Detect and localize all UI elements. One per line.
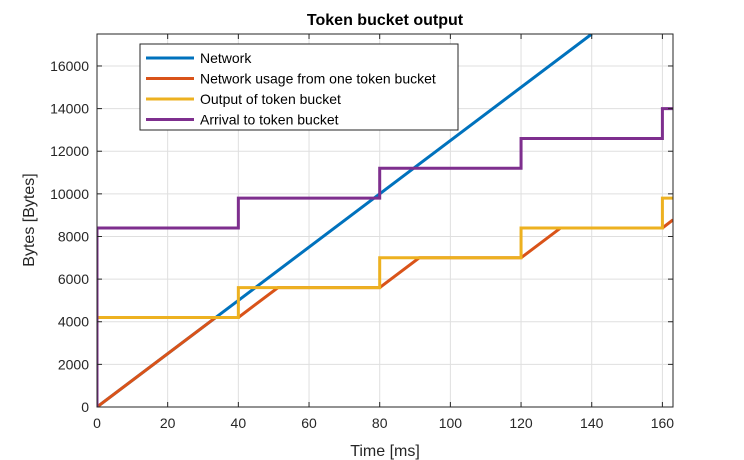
- ticks: [96, 34, 673, 408]
- y-tick-label: 4000: [58, 314, 89, 330]
- plot-frame: [96, 33, 674, 408]
- y-tick-label: 14000: [50, 101, 89, 117]
- legend-label-arrival-to-token-bucket: Arrival to token bucket: [200, 112, 339, 128]
- y-tick-label: 10000: [50, 186, 89, 202]
- y-tick-label: 0: [81, 399, 89, 415]
- series-layer: [97, 34, 673, 407]
- y-tick-label: 6000: [58, 271, 89, 287]
- tick-labels: 0 20 40 60 80 100 120 140 160 0 2000 4000 6000 8000 10…: [50, 58, 674, 431]
- y-tick-label: 16000: [50, 58, 89, 74]
- chart-title: Token bucket output: [307, 12, 464, 29]
- y-tick-label: 2000: [58, 356, 89, 372]
- x-tick-label: 40: [231, 415, 247, 431]
- legend-label-output-of-token-bucket: Output of token bucket: [200, 91, 341, 107]
- x-tick-label: 20: [160, 415, 176, 431]
- x-tick-label: 0: [93, 415, 101, 431]
- legend: Network Network usage from one token buck…: [139, 43, 459, 131]
- x-axis-label: Time [ms]: [350, 443, 420, 460]
- series-line-arrival-to-token-bucket: [97, 107, 673, 407]
- legend-label-network-usage-from-one-token-bucket: Network usage from one token bucket: [200, 71, 436, 87]
- x-tick-label: 100: [439, 415, 463, 431]
- x-tick-label: 120: [509, 415, 533, 431]
- y-axis-label: Bytes [Bytes]: [21, 173, 38, 266]
- x-tick-label: 60: [301, 415, 317, 431]
- y-tick-label: 12000: [50, 143, 89, 159]
- y-tick-label: 8000: [58, 228, 89, 244]
- series-line-output-of-token-bucket: [97, 196, 673, 319]
- x-tick-label: 140: [580, 415, 604, 431]
- x-tick-label: 80: [372, 415, 388, 431]
- legend-label-network: Network: [200, 50, 252, 66]
- x-tick-label: 160: [651, 415, 675, 431]
